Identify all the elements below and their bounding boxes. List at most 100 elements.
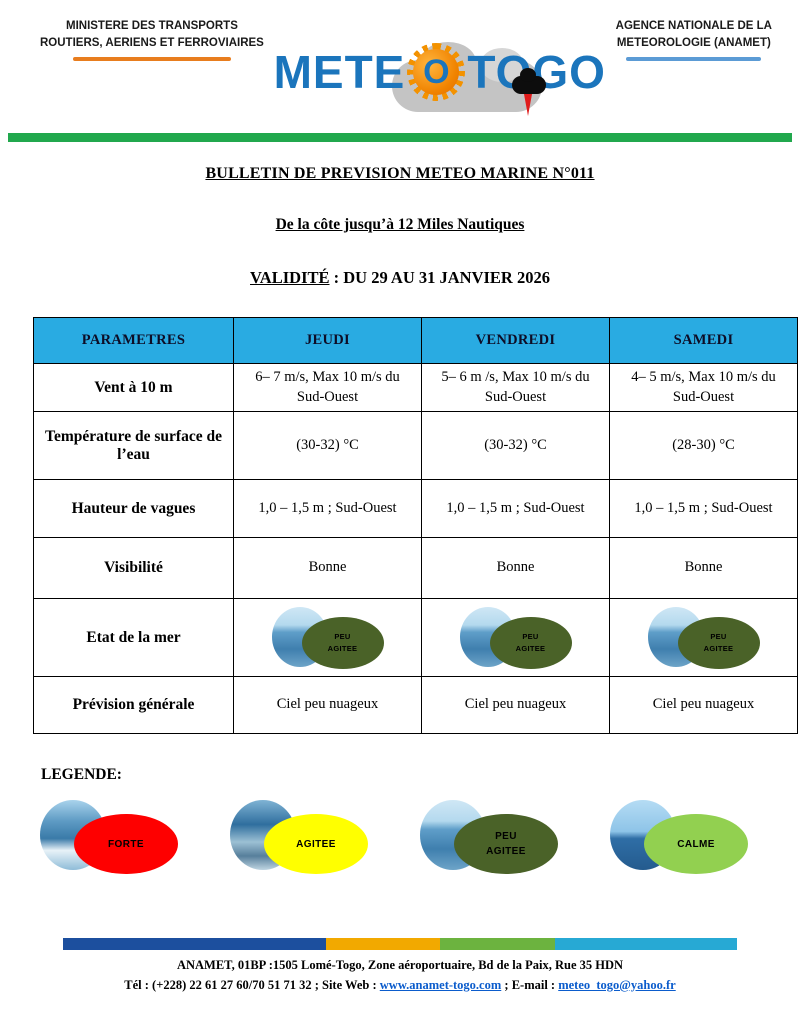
footer-email-prefix: ; E-mail : — [501, 977, 559, 992]
page-footer: ANAMET, 01BP :1505 Lomé-Togo, Zone aérop… — [0, 938, 800, 995]
validity-value: : DU 29 AU 31 JANVIER 2026 — [329, 268, 550, 287]
sea-state-badge-agitee: AGITEE — [264, 814, 368, 874]
forecast-table: PARAMETRES JEUDI VENDREDI SAMEDI Vent à … — [33, 317, 798, 734]
badge-line1: PEU — [522, 632, 539, 642]
validity-label: VALIDITÉ — [250, 268, 330, 287]
legend-label: LEGENDE: — [41, 766, 122, 783]
agency-line1: AGENCE NATIONALE DE LA — [615, 20, 772, 32]
footer-bar-green — [440, 938, 556, 951]
cell-prev-samedi: Ciel peu nuageux — [609, 676, 798, 734]
storm-cloud-icon — [511, 68, 546, 94]
logo-sun-letter: O — [423, 53, 450, 91]
sun-core: O — [413, 49, 460, 95]
table-row-vent: Vent à 10 m 6– 7 m/s, Max 10 m/s du Sud-… — [33, 363, 798, 412]
footer-contact-line: Tél : (+228) 22 61 27 60/70 51 71 32 ; S… — [0, 976, 800, 995]
orange-rule — [72, 57, 231, 62]
param-label: Prévision générale — [33, 676, 234, 734]
table-row-temperature: Température de surface de l’eau (30-32) … — [33, 411, 798, 480]
cell-vagues-samedi: 1,0 – 1,5 m ; Sud-Ouest — [609, 479, 798, 538]
sea-state-badge-peu-agitee: PEU AGITEE — [301, 616, 384, 669]
param-label: Température de surface de l’eau — [33, 411, 234, 480]
website-link[interactable]: www.anamet-togo.com — [379, 977, 502, 992]
cell-prev-jeudi: Ciel peu nuageux — [233, 676, 422, 734]
cell-vagues-jeudi: 1,0 – 1,5 m ; Sud-Ouest — [233, 479, 422, 538]
cell-vagues-vendredi: 1,0 – 1,5 m ; Sud-Ouest — [421, 479, 610, 538]
footer-bar-blue — [63, 938, 326, 951]
badge-line1: PEU — [495, 831, 517, 842]
badge-line1: PEU — [710, 632, 727, 642]
footer-tel: Tél : (+228) 22 61 27 60/70 51 71 32 ; S… — [124, 977, 380, 992]
table-row-visibilite: Visibilité Bonne Bonne Bonne — [33, 537, 798, 599]
sea-state-icon: PEU AGITEE — [452, 605, 580, 671]
email-link[interactable]: meteo_togo@yahoo.fr — [558, 977, 676, 992]
badge-label: FORTE — [108, 838, 144, 850]
cell-temp-jeudi: (30-32) °C — [233, 411, 422, 480]
agency-line2: METEOROLOGIE (ANAMET) — [616, 36, 771, 49]
sun-icon: O — [407, 43, 466, 101]
blue-rule — [626, 57, 762, 62]
cell-visi-jeudi: Bonne — [233, 537, 422, 599]
cell-temp-vendredi: (30-32) °C — [421, 411, 610, 480]
cell-vent-jeudi: 6– 7 m/s, Max 10 m/s du Sud-Ouest — [233, 363, 422, 412]
lightning-icon — [523, 94, 532, 116]
col-header-parametres: PARAMETRES — [33, 317, 234, 364]
logo-text-left: METE — [273, 46, 406, 98]
legend-item-calme: CALME — [610, 794, 776, 886]
cell-vent-samedi: 4– 5 m/s, Max 10 m/s du Sud-Ouest — [609, 363, 798, 412]
cell-prev-vendredi: Ciel peu nuageux — [421, 676, 610, 734]
table-row-etat-mer: Etat de la mer PEU AGITEE PEU — [33, 598, 798, 677]
footer-address: ANAMET, 01BP :1505 Lomé-Togo, Zone aérop… — [176, 958, 624, 973]
col-header-jeudi: JEUDI — [233, 317, 422, 364]
meteo-togo-logo: METE O TOGO — [273, 32, 606, 116]
param-label: Visibilité — [33, 537, 234, 599]
sea-state-badge-forte: FORTE — [74, 814, 178, 874]
cell-vent-vendredi: 5– 6 m /s, Max 10 m/s du Sud-Ouest — [421, 363, 610, 412]
sea-state-badge-peu-agitee: PEU AGITEE — [489, 616, 572, 669]
cell-etat-jeudi: PEU AGITEE — [233, 598, 422, 677]
ministry-line2: ROUTIERS, AERIENS ET FERROVIAIRES — [40, 36, 264, 49]
table-header-row: PARAMETRES JEUDI VENDREDI SAMEDI — [33, 317, 798, 364]
legend-item-forte: FORTE — [40, 794, 206, 886]
sea-state-icon: PEU AGITEE — [640, 605, 768, 671]
title-block: BULLETIN DE PREVISION METEO MARINE N°011… — [0, 165, 800, 288]
footer-bar-orange — [325, 938, 441, 951]
badge-line2: AGITEE — [703, 643, 734, 653]
sea-state-badge-peu-agitee: PEU AGITEE — [677, 616, 760, 669]
sea-state-badge-calme: CALME — [644, 814, 748, 874]
col-header-samedi: SAMEDI — [609, 317, 798, 364]
param-label: Hauteur de vagues — [33, 479, 234, 538]
cell-visi-vendredi: Bonne — [421, 537, 610, 599]
table-row-vagues: Hauteur de vagues 1,0 – 1,5 m ; Sud-Oues… — [33, 479, 798, 538]
badge-label: AGITEE — [296, 838, 336, 850]
page-header: MINISTERE DES TRANSPORTS ROUTIERS, AERIE… — [0, 0, 800, 133]
param-label: Vent à 10 m — [33, 363, 234, 412]
table-row-prevision: Prévision générale Ciel peu nuageux Ciel… — [33, 676, 798, 734]
cell-temp-samedi: (28-30) °C — [609, 411, 798, 480]
footer-bar-cyan — [555, 938, 737, 951]
legend-item-peu-agitee: PEU AGITEE — [420, 794, 586, 886]
badge-line2: AGITEE — [486, 846, 526, 857]
cell-visi-samedi: Bonne — [609, 537, 798, 599]
legend-row: FORTE AGITEE PEU AGITEE CALME — [40, 794, 800, 886]
agency-block: AGENCE NATIONALE DE LA METEOROLOGIE (ANA… — [615, 10, 772, 62]
page-subtitle: De la côte jusqu’à 12 Miles Nautiques — [275, 216, 525, 233]
legend-item-agitee: AGITEE — [230, 794, 396, 886]
cell-etat-vendredi: PEU AGITEE — [421, 598, 610, 677]
page-title: BULLETIN DE PREVISION METEO MARINE N°011 — [205, 165, 595, 182]
validity-line: VALIDITÉ : DU 29 AU 31 JANVIER 2026 — [0, 268, 800, 288]
sea-state-badge-peu-agitee: PEU AGITEE — [454, 814, 558, 874]
badge-line2: AGITEE — [515, 643, 546, 653]
param-label: Etat de la mer — [33, 598, 234, 677]
badge-label: CALME — [677, 838, 715, 850]
sea-state-icon: PEU AGITEE — [264, 605, 392, 671]
ministry-block: MINISTERE DES TRANSPORTS ROUTIERS, AERIE… — [40, 10, 264, 62]
ministry-line1: MINISTERE DES TRANSPORTS — [65, 20, 238, 32]
cell-etat-samedi: PEU AGITEE — [609, 598, 798, 677]
footer-color-bar — [63, 938, 737, 951]
badge-line2: AGITEE — [327, 643, 358, 653]
badge-line1: PEU — [334, 632, 351, 642]
footer-text: ANAMET, 01BP :1505 Lomé-Togo, Zone aérop… — [0, 956, 800, 995]
green-divider — [8, 133, 792, 142]
col-header-vendredi: VENDREDI — [421, 317, 610, 364]
